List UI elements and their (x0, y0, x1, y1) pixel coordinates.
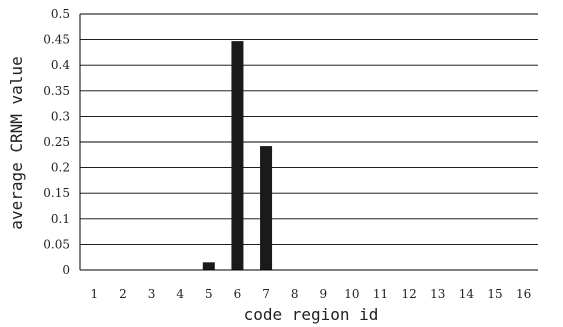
x-tick-label: 14 (459, 287, 475, 301)
y-tick-label: 0.15 (43, 186, 70, 200)
x-tick-label: 2 (119, 287, 127, 301)
x-tick-label: 4 (176, 287, 184, 301)
y-tick-label: 0.25 (43, 135, 70, 149)
y-tick-label: 0.2 (51, 161, 70, 175)
y-axis-title: average CRNM value (7, 56, 26, 229)
y-tick-label: 0 (62, 263, 70, 277)
y-tick-label: 0.4 (51, 58, 70, 72)
x-tick-label: 10 (344, 287, 359, 301)
x-tick-label: 15 (487, 287, 502, 301)
bar (202, 262, 215, 270)
x-tick-labels: 1 2 3 4 5 6 7 8 9 10 11 12 13 14 15 16 (90, 287, 531, 301)
x-tick-label: 11 (373, 287, 388, 301)
y-tick-label: 0.35 (43, 84, 70, 98)
y-tick-label: 0.05 (43, 237, 70, 251)
x-tick-label: 6 (234, 287, 242, 301)
bar (260, 146, 273, 270)
x-tick-label: 7 (262, 287, 270, 301)
y-tick-label: 0.3 (51, 109, 70, 123)
bars (202, 41, 273, 270)
x-axis-title: code region id (244, 305, 379, 324)
x-tick-label: 5 (205, 287, 213, 301)
bar (231, 41, 244, 270)
x-tick-label: 13 (430, 287, 445, 301)
x-tick-label: 16 (516, 287, 531, 301)
x-tick-label: 9 (319, 287, 327, 301)
y-tick-label: 0.45 (43, 33, 70, 47)
y-tick-label: 0.5 (51, 7, 70, 21)
axes (79, 14, 538, 271)
x-tick-label: 12 (402, 287, 417, 301)
y-tick-labels: 0 0.05 0.1 0.15 0.2 0.25 0.3 0.35 0.4 0.45 0.5 (43, 7, 70, 277)
y-tick-label: 0.1 (51, 212, 70, 226)
gridlines (80, 13, 538, 245)
x-tick-label: 3 (148, 287, 156, 301)
x-tick-label: 8 (291, 287, 299, 301)
x-tick-label: 1 (90, 287, 98, 301)
